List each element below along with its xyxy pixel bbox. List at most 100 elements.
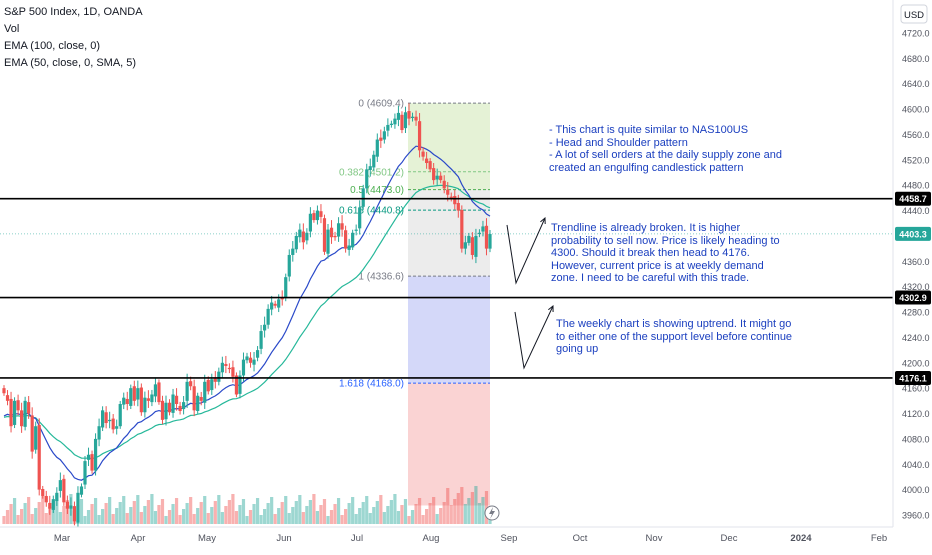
volume-indicator-label[interactable]: Vol (4, 23, 20, 35)
currency-button[interactable] (900, 4, 928, 24)
candle-body (157, 382, 161, 403)
price-tick-label: 4480.0 (902, 181, 930, 191)
candle-body (488, 234, 492, 249)
arrow-down-then-up-lower[interactable] (514, 305, 554, 370)
price-tick-label: 4240.0 (902, 333, 930, 343)
arrows[interactable] (506, 216, 554, 370)
price-badge-label: 4458.7 (899, 194, 927, 204)
volume-bar (245, 516, 249, 524)
candle-body (44, 495, 48, 503)
candle-body (428, 161, 432, 170)
volume-bar (421, 515, 425, 524)
volume-bar (425, 509, 429, 524)
volume-bar (182, 509, 186, 524)
volume-bar (44, 513, 48, 524)
candle-body (432, 168, 436, 181)
volume-bar (277, 508, 281, 524)
candle-body (294, 235, 298, 250)
price-tick-label: 4080.0 (902, 434, 930, 444)
price-tick-label: 4280.0 (902, 308, 930, 318)
volume-bar (139, 512, 143, 524)
note-trendline-broken[interactable]: Trendline is already broken. It is highe… (551, 222, 780, 284)
price-tick-label: 4360.0 (902, 257, 930, 267)
fib-level-label: 0.618 (4440.8) (339, 206, 404, 217)
candle-body (115, 426, 119, 429)
volume-bar (449, 505, 453, 524)
price-tick-label: 4440.0 (902, 206, 930, 216)
volume-bar (9, 504, 13, 524)
time-tick-label: Apr (131, 533, 146, 544)
candle-body (358, 207, 362, 229)
candle-body (37, 424, 41, 490)
candle-body (101, 410, 105, 428)
ema100-indicator-label[interactable]: EMA (100, close, 0) (4, 40, 100, 52)
candle-body (305, 232, 309, 241)
fibonacci-retracement[interactable]: 0 (4609.4) 0.382 (4501.2) 0.5 (4473.0) 0.61… (339, 99, 490, 506)
time-tick-label: Nov (646, 533, 663, 544)
volume-bar (312, 494, 316, 524)
level-price-badge (895, 290, 931, 305)
candle-body (23, 400, 27, 427)
volume-bar (393, 494, 397, 524)
price-tick-label: 4040.0 (902, 460, 930, 470)
lightning-glyph (489, 507, 495, 519)
note-head-and-shoulder[interactable]: - This chart is quite similar to NAS100U… (549, 124, 782, 174)
candle-body (206, 379, 210, 392)
volume-bar (199, 502, 203, 524)
volume-bar (150, 494, 154, 524)
price-tick-label: 4640.0 (902, 79, 930, 89)
candle-body (351, 232, 355, 248)
volume-bar (12, 498, 17, 524)
volume-bar (428, 503, 432, 524)
candle-body (425, 158, 429, 164)
volume-bar (301, 512, 305, 524)
candle-body (421, 151, 425, 157)
candle-body (167, 402, 172, 413)
candle-body (315, 210, 320, 221)
fib-zone (408, 276, 490, 300)
candle-body (213, 378, 217, 382)
volume-bar (442, 502, 446, 524)
volume-bar (386, 506, 390, 524)
volume-bar (284, 496, 288, 524)
fib-level-label: 1 (4336.6) (358, 272, 404, 283)
volume-bar (101, 509, 105, 524)
price-tick-label: 4200.0 (902, 358, 930, 368)
volume-bar (97, 515, 101, 524)
volume-bar (132, 501, 136, 524)
volume-bar (192, 514, 196, 524)
volume-bar (326, 516, 330, 524)
candle-body (417, 121, 422, 151)
candle-body (453, 195, 457, 205)
fib-level-label: 1.618 (4168.0) (339, 379, 404, 390)
candle-body (34, 426, 38, 450)
arrow-down-then-up-upper[interactable] (506, 217, 546, 285)
volume-bar (361, 502, 365, 524)
candle-body (224, 364, 228, 366)
candle-body (164, 402, 168, 420)
symbol-title[interactable]: S&P 500 Index, 1D, OANDA (4, 6, 143, 18)
candle-body (347, 245, 351, 250)
horizontal-levels[interactable] (0, 197, 893, 379)
candle-body (189, 381, 193, 387)
volume-bar (115, 508, 119, 524)
candle-body (178, 405, 182, 411)
volume-bar (375, 501, 379, 524)
volume-bar (248, 510, 253, 524)
note-weekly-uptrend[interactable]: The weekly chart is showing uptrend. It … (556, 318, 793, 355)
volume-bar (41, 496, 45, 524)
candle-body (111, 418, 115, 430)
candle-body (446, 189, 450, 195)
candle-body (467, 235, 471, 243)
candle-body (322, 218, 327, 252)
ema50-indicator-label[interactable]: EMA (50, close, 0, SMA, 5) (4, 57, 137, 69)
volume-bar (241, 499, 246, 524)
candle-body (280, 297, 284, 300)
candle-body (460, 209, 464, 249)
candle-body (5, 395, 10, 401)
volume-bar (129, 507, 133, 524)
candle-body (16, 400, 20, 411)
volume-bar (280, 502, 284, 524)
